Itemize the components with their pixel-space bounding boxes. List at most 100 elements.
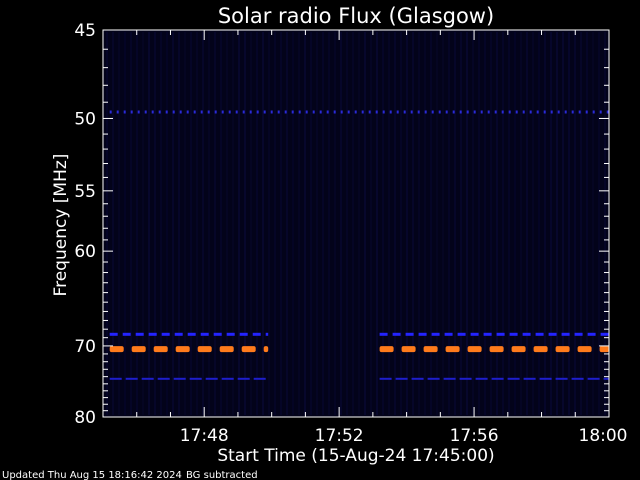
band-segment xyxy=(489,346,504,353)
texture-column xyxy=(322,32,324,415)
band-segment xyxy=(123,110,126,114)
band-segment xyxy=(379,346,394,353)
texture-column xyxy=(418,32,420,415)
band-segment xyxy=(226,332,235,336)
texture-column xyxy=(364,32,366,415)
band-segment xyxy=(550,110,553,114)
band-segment xyxy=(116,110,119,114)
band-segment xyxy=(396,110,399,114)
texture-column xyxy=(334,32,336,415)
band-segment xyxy=(347,110,350,114)
texture-column xyxy=(448,32,450,415)
texture-column xyxy=(496,32,498,415)
x-tick-label: 17:52 xyxy=(315,426,364,446)
texture-column xyxy=(292,32,294,415)
texture-column xyxy=(238,32,240,415)
band-segment xyxy=(265,332,269,336)
band-segment xyxy=(587,332,596,336)
band-segment xyxy=(424,110,427,114)
band-segment xyxy=(445,110,448,114)
texture-column xyxy=(436,32,438,415)
band-segment xyxy=(600,332,609,336)
texture-column xyxy=(562,32,564,415)
texture-column xyxy=(256,32,258,415)
band-segment xyxy=(548,332,557,336)
band-segment xyxy=(533,346,548,353)
band-segment xyxy=(427,377,440,380)
band-segment xyxy=(256,110,259,114)
texture-column xyxy=(412,32,414,415)
texture-column xyxy=(370,32,372,415)
band-segment xyxy=(403,110,406,114)
band-segment xyxy=(135,332,144,336)
band-segment xyxy=(603,377,609,380)
band-segment xyxy=(253,377,266,380)
y-tick-label: 80 xyxy=(74,408,96,428)
texture-column xyxy=(358,32,360,415)
band-segment xyxy=(148,332,157,336)
texture-column xyxy=(148,32,150,415)
band-segment xyxy=(522,110,525,114)
band-segment xyxy=(483,332,492,336)
band-segment xyxy=(509,332,518,336)
background-note: BG subtracted xyxy=(186,470,258,480)
y-tick-label: 70 xyxy=(74,337,96,357)
band-segment xyxy=(333,110,336,114)
texture-column xyxy=(430,32,432,415)
band-segment xyxy=(270,110,273,114)
texture-column xyxy=(580,32,582,415)
texture-column xyxy=(484,32,486,415)
band-segment xyxy=(131,346,146,353)
texture-column xyxy=(106,32,108,415)
texture-column xyxy=(304,32,306,415)
band-segment xyxy=(219,346,234,353)
band-segment xyxy=(405,332,414,336)
band-segment xyxy=(161,332,170,336)
band-segment xyxy=(187,332,196,336)
texture-column xyxy=(490,32,492,415)
x-tick-label: 18:00 xyxy=(579,426,628,446)
band-segment xyxy=(382,110,385,114)
band-segment xyxy=(444,332,453,336)
texture-column xyxy=(394,32,396,415)
texture-column xyxy=(250,32,252,415)
band-segment xyxy=(298,110,301,114)
band-segment xyxy=(368,110,371,114)
texture-column xyxy=(190,32,192,415)
band-segment xyxy=(431,110,434,114)
band-segment xyxy=(511,346,526,353)
band-segment xyxy=(496,332,505,336)
texture-column xyxy=(184,32,186,415)
texture-column xyxy=(538,32,540,415)
band-segment xyxy=(543,110,546,114)
band-segment xyxy=(379,377,392,380)
band-segment xyxy=(557,110,560,114)
band-segment xyxy=(375,110,378,114)
texture-column xyxy=(460,32,462,415)
band-segment xyxy=(109,332,118,336)
band-segment xyxy=(141,377,154,380)
band-segment xyxy=(574,332,583,336)
band-segment xyxy=(585,110,588,114)
band-segment xyxy=(186,110,189,114)
x-tick-label: 17:48 xyxy=(180,426,229,446)
emission-bands xyxy=(109,110,609,380)
band-segment xyxy=(200,332,209,336)
band-segment xyxy=(172,110,175,114)
band-segment xyxy=(157,377,170,380)
band-segment xyxy=(491,377,504,380)
band-segment xyxy=(228,110,231,114)
texture-column xyxy=(154,32,156,415)
band-segment xyxy=(443,377,456,380)
band-segment xyxy=(459,110,462,114)
texture-column xyxy=(550,32,552,415)
band-segment xyxy=(340,110,343,114)
texture-column xyxy=(232,32,234,415)
texture-column xyxy=(196,32,198,415)
texture-column xyxy=(544,32,546,415)
band-segment xyxy=(189,377,202,380)
band-segment xyxy=(431,332,440,336)
texture-column xyxy=(568,32,570,415)
texture-column xyxy=(142,32,144,415)
band-segment xyxy=(305,110,308,114)
